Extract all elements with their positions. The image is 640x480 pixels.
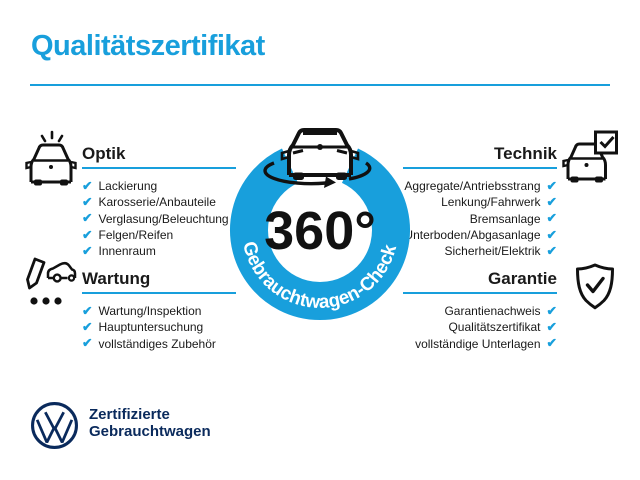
page-title: Qualitätszertifikat <box>31 30 265 62</box>
title-divider <box>30 84 610 86</box>
checklist-item: vollständige Unterlagen ✔ <box>415 336 557 351</box>
shield-check-icon <box>570 261 620 320</box>
checklist-item: Lenkung/Fahrwerk ✔ <box>441 195 557 210</box>
check-icon: ✔ <box>546 336 557 351</box>
check-icon: ✔ <box>82 303 93 318</box>
check-icon: ✔ <box>546 303 557 318</box>
section-garantie: Garantie Garantienachweis ✔ Qualitätszert… <box>403 269 557 352</box>
section-title: Wartung <box>82 269 151 288</box>
360-label: 360° <box>264 201 376 261</box>
checklist-item: ✔ Felgen/Reifen <box>82 227 174 243</box>
check-icon: ✔ <box>82 227 93 242</box>
section-wartung: Wartung ✔ Wartung/Inspektion ✔ Hauptunters… <box>82 269 236 352</box>
checklist-item: Bremsanlage ✔ <box>469 211 557 226</box>
checklist-wartung: ✔ Wartung/Inspektion ✔ Hauptuntersuchung ✔… <box>82 303 236 352</box>
car-rotation-icon <box>263 128 372 188</box>
section-technik: Technik Aggregate/Antriebsstrang ✔ Lenkun… <box>403 144 557 259</box>
section-underline <box>82 167 236 169</box>
section-optik: Optik ✔ Lackierung ✔ Karosserie/Anbauteile… <box>82 144 236 259</box>
pen-checklist-icon <box>24 256 78 315</box>
checklist-item: Aggregate/Antriebsstrang ✔ <box>404 178 557 194</box>
section-title: Technik <box>494 144 557 163</box>
vw-logo-icon <box>30 401 79 455</box>
footer-brand-text: Zertifizierte Gebrauchtwagen <box>89 406 211 440</box>
checklist-optik: ✔ Lackierung ✔ Karosserie/Anbauteile ✔ Verg… <box>82 178 236 259</box>
check-icon: ✔ <box>546 195 557 210</box>
checklist-item: Sicherheit/Elektrik ✔ <box>444 244 557 259</box>
checklist-item: ✔ Lackierung <box>82 178 158 194</box>
checklist-technik: Aggregate/Antriebsstrang ✔ Lenkung/Fahrwe… <box>403 178 557 259</box>
check-icon: ✔ <box>82 178 93 193</box>
check-icon: ✔ <box>82 244 93 259</box>
car-shine-icon <box>25 129 79 192</box>
check-icon: ✔ <box>546 227 557 242</box>
section-title: Optik <box>82 144 126 163</box>
center-360-ring: Gebrauchtwagen-Check 360° <box>220 115 420 333</box>
check-icon: ✔ <box>546 320 557 335</box>
check-icon: ✔ <box>82 336 93 351</box>
checklist-item: Garantienachweis ✔ <box>444 303 557 319</box>
checklist-item: ✔ Hauptuntersuchung <box>82 320 204 335</box>
check-icon: ✔ <box>546 211 557 226</box>
footer-line-1: Zertifizierte <box>89 406 170 423</box>
checklist-item: ✔ Innenraum <box>82 244 156 259</box>
car-checkbox-icon <box>562 129 620 190</box>
footer-line-2: Gebrauchtwagen <box>89 423 211 440</box>
checklist-garantie: Garantienachweis ✔ Qualitätszertifikat ✔ v… <box>403 303 557 352</box>
checklist-item: ✔ Verglasung/Beleuchtung <box>82 211 229 226</box>
checklist-item: Qualitätszertifikat ✔ <box>448 320 557 335</box>
section-underline <box>403 167 557 169</box>
section-underline <box>403 292 557 294</box>
check-icon: ✔ <box>82 211 93 226</box>
checklist-item: ✔ Karosserie/Anbauteile <box>82 195 216 210</box>
check-icon: ✔ <box>546 178 557 193</box>
checklist-item: ✔ vollständiges Zubehör <box>82 336 216 351</box>
check-icon: ✔ <box>546 244 557 259</box>
checklist-item: ✔ Wartung/Inspektion <box>82 303 202 319</box>
checklist-item: Unterboden/Abgasanlage ✔ <box>404 227 557 243</box>
section-title: Garantie <box>488 269 557 288</box>
check-icon: ✔ <box>82 195 93 210</box>
section-underline <box>82 292 236 294</box>
check-icon: ✔ <box>82 320 93 335</box>
